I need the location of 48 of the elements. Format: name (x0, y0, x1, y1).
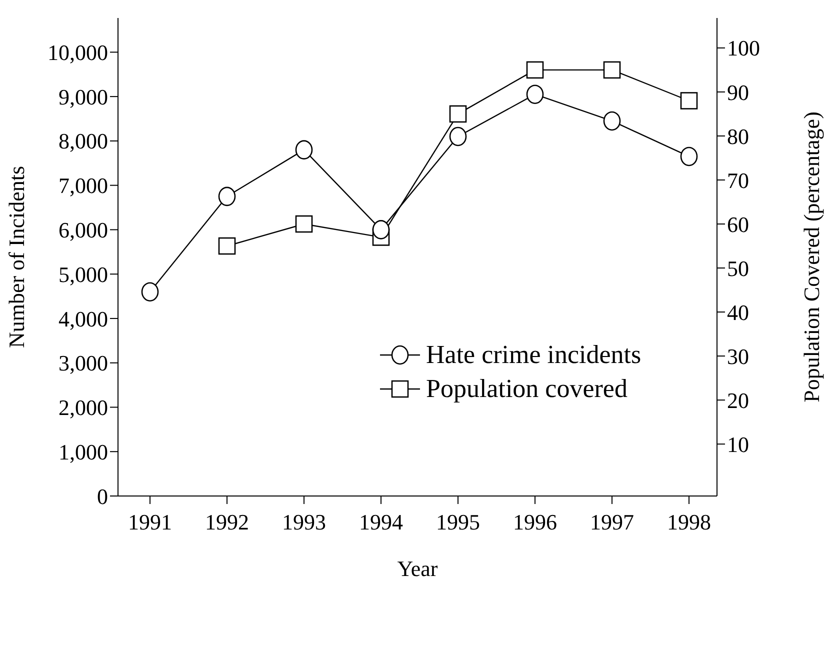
y2-tick-label: 30 (727, 344, 749, 369)
y2-tick-label: 80 (727, 124, 749, 149)
y-tick-label: 10,000 (48, 40, 108, 65)
point (218, 237, 236, 255)
point (526, 84, 544, 104)
y-tick-label: 5,000 (58, 262, 108, 287)
y-tick-label: 1,000 (58, 439, 108, 464)
x-tick-label: 1995 (436, 510, 480, 535)
x-tick-label: 1994 (359, 510, 403, 535)
x-tick-label: 1998 (667, 510, 711, 535)
point (218, 186, 236, 206)
point (680, 92, 698, 110)
x-tick-label: 1996 (513, 510, 557, 535)
point (295, 140, 313, 160)
point (141, 282, 159, 302)
y-tick-label: 3,000 (58, 350, 108, 376)
legend-label: Hate crime incidents (426, 340, 642, 370)
y-tick-label: 2,000 (58, 395, 108, 420)
y-tick-label: 8,000 (58, 128, 108, 154)
point (372, 220, 390, 240)
y2-tick-label: 40 (727, 300, 749, 325)
point (449, 105, 467, 123)
point (526, 61, 544, 79)
y-tick-label: 7,000 (58, 173, 108, 198)
x-tick-label: 1991 (128, 510, 172, 535)
y2-tick-label: 20 (727, 388, 749, 413)
y-tick-label: 6,000 (58, 218, 108, 243)
x-axis-title: Year (397, 556, 438, 581)
point (603, 111, 621, 131)
y-tick-label: 0 (97, 484, 108, 509)
x-tick-label: 1997 (590, 510, 634, 535)
y2-axis-title: Population Covered (percentage) (798, 112, 824, 402)
point (603, 61, 621, 79)
point (295, 215, 313, 233)
y-axis-title: Number of Incidents (4, 166, 29, 348)
y2-tick-label: 70 (727, 168, 749, 193)
x-tick-label: 1993 (282, 510, 326, 535)
y2-tick-label: 60 (727, 212, 749, 237)
y2-tick-label: 10 (727, 432, 749, 457)
y2-tick-label: 50 (727, 256, 749, 281)
point (680, 146, 698, 166)
legend-label: Population covered (426, 374, 628, 404)
y2-tick-label: 100 (727, 36, 760, 61)
y-tick-label: 9,000 (58, 84, 108, 110)
point (449, 126, 467, 146)
y-tick-label: 4,000 (58, 306, 108, 332)
y2-tick-label: 90 (727, 80, 749, 105)
x-tick-label: 1992 (205, 510, 249, 535)
